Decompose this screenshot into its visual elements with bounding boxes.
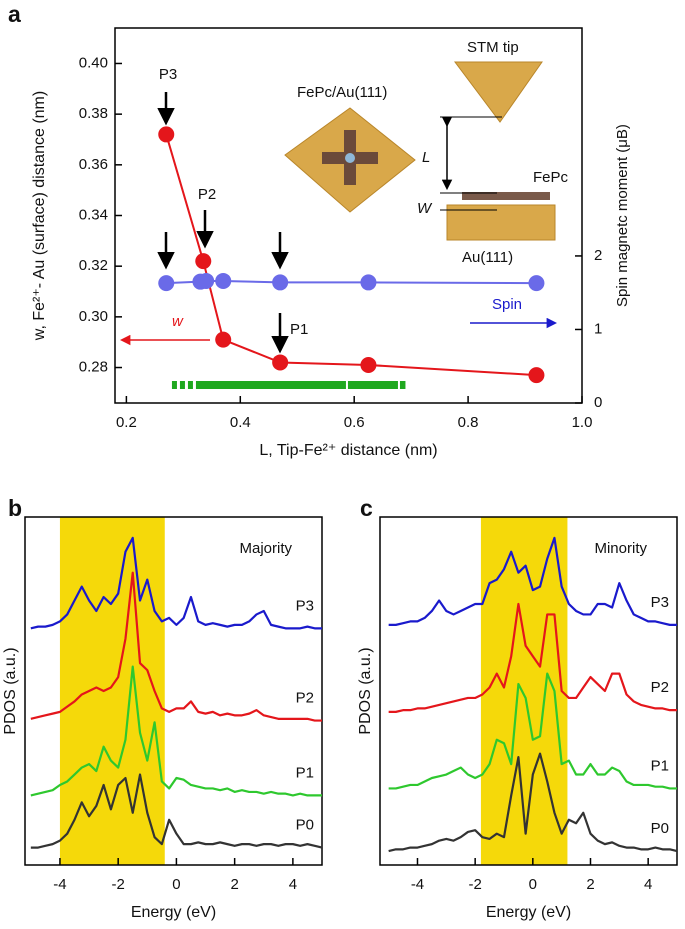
y2-tick-label: 0: [594, 394, 602, 411]
annotation: L: [422, 149, 430, 166]
series-line: [30, 571, 322, 722]
data-point: [198, 272, 215, 289]
annotation: P1: [290, 321, 308, 338]
data-point: [215, 272, 232, 289]
series-line: [388, 536, 677, 626]
x-axis-label: Energy (eV): [131, 904, 216, 921]
data-point: [215, 331, 232, 348]
y2-axis-label: Spin magnetc moment (μB): [614, 124, 631, 307]
annotation: STM tip: [467, 39, 519, 56]
series-label: P3: [651, 594, 669, 611]
molecule-center: [345, 153, 355, 163]
annotation: P2: [198, 186, 216, 203]
panel: -4 -2 0 2 4 c Energy (eV) PDOS (a.u.) Minority P3…: [357, 495, 678, 921]
x-tick-label: -2: [468, 876, 481, 893]
annotation: W: [417, 200, 433, 217]
y-axis-label: w, Fe²⁺- Au (surface) distance (nm): [31, 91, 48, 341]
series-line: [388, 752, 678, 853]
x-axis-label: L, Tip-Fe²⁺ distance (nm): [259, 442, 437, 459]
y2-tick-label: 1: [594, 320, 602, 337]
annotation: FePc/Au(111): [297, 84, 387, 101]
y-tick-label: 0.28: [79, 358, 108, 375]
panel: 0.2 0.4 0.6 0.8 1.0 0.28 0.30 0.32 0.34 0.36 0.38 0…: [8, 1, 631, 459]
annotation: Au(111): [462, 249, 513, 266]
data-point: [360, 356, 377, 373]
panel: -4 -2 0 2 4 b Energy (eV) PDOS (a.u.) Majority P3…: [2, 495, 323, 921]
series-label: P1: [651, 757, 669, 774]
x-tick-label: 0.4: [230, 414, 251, 431]
spin-channel: Minority: [594, 540, 647, 557]
y-tick-label: 0.34: [79, 206, 108, 223]
energy-window: [59, 517, 165, 865]
y-tick-label: 0.36: [79, 156, 108, 173]
y-tick-label: 0.32: [79, 257, 108, 274]
fepc-image: [462, 192, 550, 200]
tip-image: [454, 61, 543, 123]
series-line: [30, 665, 322, 797]
series-label: P0: [651, 820, 669, 837]
annotation: FePc: [533, 169, 569, 186]
series-label: P2: [296, 690, 314, 707]
substrate-image: [446, 204, 556, 241]
annotation: P3: [159, 66, 177, 83]
legend-label: w: [172, 313, 184, 330]
x-tick-label: -4: [53, 876, 66, 893]
x-tick-label: -2: [112, 876, 125, 893]
series-label: P3: [296, 597, 314, 614]
y-axis-label: PDOS (a.u.): [357, 647, 374, 734]
panel-letter: b: [8, 495, 22, 521]
x-tick-label: 0: [529, 876, 537, 893]
x-tick-label: 2: [230, 876, 238, 893]
y2-tick-label: 2: [594, 247, 602, 264]
x-tick-label: 1.0: [572, 414, 593, 431]
series-label: P1: [296, 764, 314, 781]
spin-channel: Majority: [239, 540, 292, 557]
data-point: [528, 367, 545, 384]
x-tick-label: 0.8: [458, 414, 479, 431]
x-axis-label: Energy (eV): [486, 904, 571, 921]
panel-letter: c: [360, 495, 373, 521]
panel-a: P3 P2 P1 FePc/Au(111) STM tip L FePc W A…: [119, 39, 569, 354]
series-line: [30, 536, 322, 630]
series-line: [388, 602, 677, 713]
data-point: [158, 126, 175, 143]
panel-letter: a: [8, 1, 21, 27]
data-point: [158, 275, 175, 292]
series-line: [388, 672, 677, 790]
plot-frame: [379, 516, 678, 866]
x-tick-label: -4: [411, 876, 424, 893]
series-line: [30, 773, 323, 849]
data-point: [528, 275, 545, 292]
x-tick-label: 2: [586, 876, 594, 893]
x-tick-label: 0: [172, 876, 180, 893]
data-point: [272, 354, 289, 371]
data-point: [272, 274, 289, 291]
data-point: [195, 253, 212, 270]
data-point: [360, 274, 377, 291]
x-tick-label: 4: [289, 876, 297, 893]
series-label: P2: [651, 679, 669, 696]
x-tick-label: 0.2: [116, 414, 137, 431]
y-tick-label: 0.40: [79, 54, 108, 71]
plot-frame: [24, 516, 323, 866]
x-tick-label: 0.6: [344, 414, 365, 431]
y-tick-label: 0.30: [79, 308, 108, 325]
legend-label: Spin: [492, 296, 522, 313]
y-tick-label: 0.38: [79, 105, 108, 122]
series-label: P0: [296, 817, 314, 834]
y-axis-label: PDOS (a.u.): [2, 647, 19, 734]
x-tick-label: 4: [644, 876, 652, 893]
